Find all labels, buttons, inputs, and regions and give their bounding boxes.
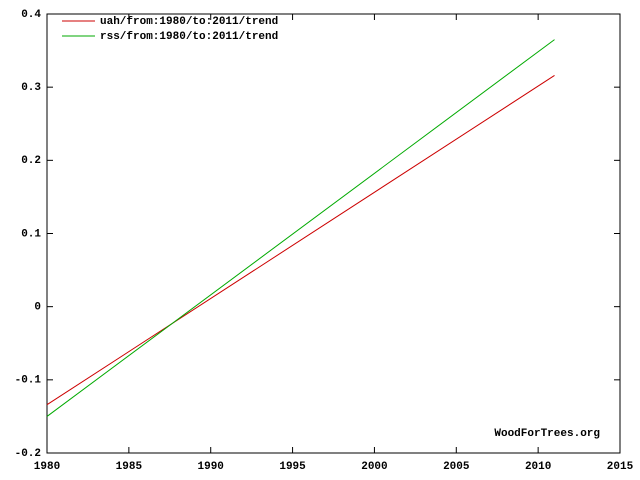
legend-label: rss/from:1980/to:2011/trend <box>100 31 278 43</box>
y-tick-label: 0 <box>34 302 41 314</box>
y-tick-label: 0.1 <box>21 228 41 240</box>
series-line <box>46 75 555 406</box>
x-tick-label: 2005 <box>443 461 470 473</box>
x-tick-label: 1980 <box>34 461 60 473</box>
legend-label: uah/from:1980/to:2011/trend <box>100 16 278 28</box>
series-line <box>46 39 555 417</box>
x-tick-label: 2010 <box>525 461 551 473</box>
y-tick-label: 0.2 <box>21 155 41 167</box>
x-tick-label: 1995 <box>279 461 306 473</box>
y-tick-label: -0.2 <box>15 448 41 460</box>
x-tick-label: 1985 <box>116 461 143 473</box>
x-tick-label: 1990 <box>198 461 224 473</box>
x-tick-label: 2015 <box>607 461 634 473</box>
plot-border <box>46 13 621 454</box>
y-tick-label: -0.1 <box>15 375 42 387</box>
x-tick-label: 2000 <box>361 461 387 473</box>
y-tick-label: 0.3 <box>21 82 41 94</box>
y-tick-label: 0.4 <box>21 9 41 21</box>
annotation: WoodForTrees.org <box>494 428 600 440</box>
